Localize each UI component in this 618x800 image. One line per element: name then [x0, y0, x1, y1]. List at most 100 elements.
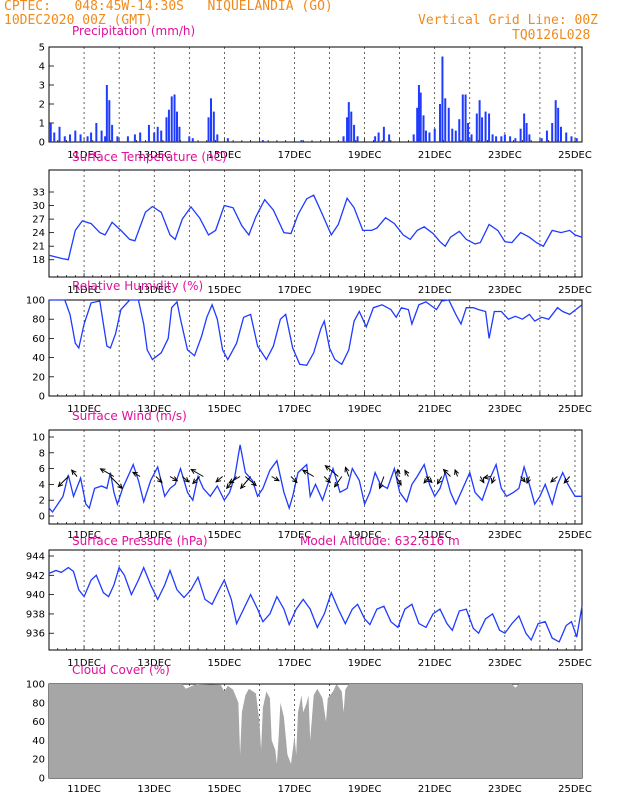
wind-arrow-head	[325, 477, 332, 484]
wind-xtick-label: 11DEC	[67, 530, 101, 541]
wind-arrow-shaft	[192, 476, 201, 484]
precip-bar	[210, 98, 213, 142]
wind-arrow-shaft	[215, 476, 223, 483]
precip-bar	[454, 130, 457, 142]
cloud-xtick-label: 25DEC	[558, 784, 592, 795]
pres-ytick-label: 942	[26, 571, 45, 582]
temp-xtick-label: 11DEC	[67, 285, 101, 296]
cloud-xtick-label: 11DEC	[67, 784, 101, 795]
precip-bar	[416, 107, 419, 142]
precip-bar	[559, 126, 562, 142]
precip-bar	[79, 134, 82, 142]
precip-bar	[133, 134, 136, 142]
wind-arrow	[395, 468, 401, 477]
wind-arrow-head	[378, 483, 384, 490]
precip-bar	[105, 85, 108, 142]
precip-bar	[441, 56, 444, 142]
wind-arrow	[324, 464, 339, 477]
wind-arrow-shaft	[71, 469, 78, 477]
precip-bar	[178, 126, 181, 142]
precip-bar	[545, 130, 548, 142]
wind-arrow-head	[183, 477, 190, 483]
wind-arrow-head	[190, 468, 197, 474]
precip-bar	[422, 115, 425, 142]
header-grid-note: Vertical Grid Line: 00Z	[418, 13, 599, 28]
wind-arrow-shaft	[437, 476, 443, 485]
cloud-cover-area	[49, 684, 582, 778]
precip-bar	[551, 123, 554, 142]
pres-xtick-label: 25DEC	[558, 658, 592, 669]
wind-arrow-head	[99, 468, 106, 474]
precip-bar	[491, 134, 494, 142]
temp-xtick-label: 25DEC	[558, 285, 592, 296]
precip-bar	[388, 134, 391, 142]
cloud-xtick-label: 15DEC	[207, 784, 241, 795]
precip-bar	[374, 136, 377, 142]
wind-arrow-shaft	[395, 476, 402, 486]
wind-xtick-label: 25DEC	[558, 530, 592, 541]
temp-xtick-label: 17DEC	[278, 285, 312, 296]
wind-series-line	[48, 444, 582, 514]
wind-arrow-shaft	[58, 476, 69, 487]
temp-xtick-label: 21DEC	[418, 285, 452, 296]
precip-bar	[86, 136, 89, 142]
wind-arrow-head	[228, 478, 235, 484]
wind-arrow	[239, 476, 252, 490]
precip-bar	[95, 123, 98, 142]
cloud-xtick-label: 19DEC	[348, 784, 382, 795]
pres-frame	[48, 549, 583, 651]
temp-ytick-label: 33	[32, 188, 45, 199]
precip-bar	[382, 126, 385, 142]
wind-arrow-head	[395, 468, 401, 475]
precip-bar	[111, 124, 114, 142]
rh-title: Relative Humidity (%)	[72, 279, 203, 293]
precip-ytick-label: 0	[39, 138, 45, 149]
precip-bar	[173, 94, 176, 142]
wind-arrow	[442, 468, 451, 477]
wind-arrow-head	[273, 476, 280, 482]
header-location: CPTEC: 048:45W-14:30S NIQUELANDIA (GO)	[4, 0, 333, 14]
precip-bar	[447, 107, 450, 142]
wind-arrow	[490, 476, 496, 485]
precip-bar	[353, 124, 356, 142]
pres-series-line	[48, 565, 583, 643]
precip-bar	[417, 85, 420, 142]
wind-arrow	[323, 476, 332, 484]
precip-bar	[58, 126, 61, 142]
precip-bar	[108, 100, 111, 142]
rh-xtick-label: 21DEC	[418, 404, 452, 415]
precip-bar	[126, 136, 129, 142]
wind-arrow	[70, 469, 78, 477]
wind-arrow-head	[215, 477, 222, 483]
temp-xtick-label: 23DEC	[488, 285, 522, 296]
precip-ytick-label: 3	[39, 81, 45, 92]
wind-arrow-head	[251, 480, 257, 487]
wind-arrow-shaft	[443, 469, 451, 477]
panel-rh: 0 20 40 60 80 100 11DEC 13DEC 15DEC 17DEC 19DEC 21D…	[26, 279, 592, 415]
panel-wind: 0 2 4 6 8 10 11DEC 13DEC 15DEC 17DEC 19DEC 21DEC 23D…	[32, 409, 592, 541]
wind-arrow	[215, 476, 223, 483]
precip-bar	[464, 94, 467, 142]
wind-ytick-label: 10	[32, 433, 45, 444]
precip-frame	[48, 46, 583, 143]
wind-ytick-label: 2	[39, 496, 45, 507]
wind-arrow-head	[324, 464, 331, 471]
precip-bar	[167, 109, 170, 142]
pres-xtick-label: 13DEC	[137, 658, 171, 669]
wind-arrow-head	[344, 466, 350, 473]
rh-ytick-label: 80	[32, 315, 45, 326]
wind-arrow-shaft	[550, 476, 558, 483]
precip-bar	[347, 102, 350, 142]
wind-arrow	[563, 476, 571, 484]
rh-series-line	[49, 299, 583, 367]
wind-arrow	[344, 466, 350, 477]
precip-bar	[49, 123, 52, 142]
rh-xtick-label: 11DEC	[67, 404, 101, 415]
wind-arrow-head	[157, 477, 163, 484]
wind-arrow	[57, 476, 69, 488]
precip-bar	[175, 111, 178, 142]
wind-arrow-head	[442, 468, 449, 475]
wind-arrow	[169, 476, 179, 482]
wind-arrow-shaft	[271, 476, 280, 482]
